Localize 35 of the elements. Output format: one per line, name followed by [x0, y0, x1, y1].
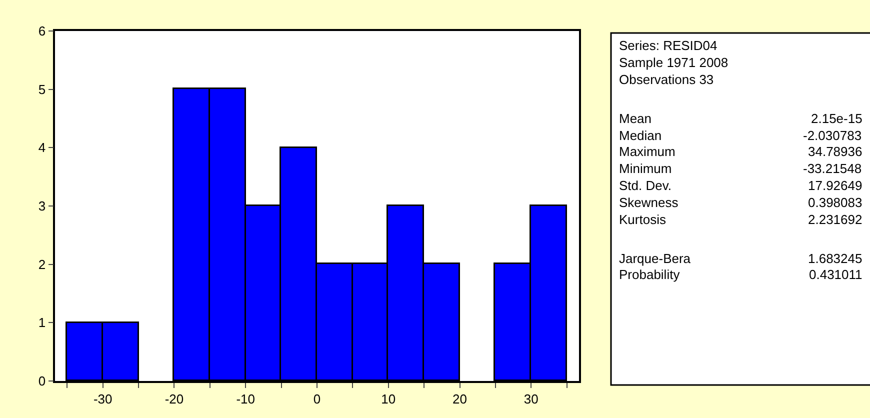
text: 17.92649 — [808, 178, 862, 193]
text: 1.683245 — [808, 251, 862, 266]
text: Jarque-Bera — [619, 251, 692, 266]
y-tick-label: 0 — [38, 374, 46, 389]
x-tick-label: -20 — [164, 391, 184, 406]
text: Probability — [619, 267, 680, 282]
text: Std. Dev. — [619, 178, 672, 193]
x-tick-label: -10 — [236, 391, 256, 406]
text: 2.231692 — [808, 212, 862, 227]
text: Skewness — [619, 195, 679, 210]
text: -2.030783 — [803, 128, 862, 143]
text: Mean — [619, 111, 652, 126]
y-tick-label: 4 — [38, 140, 46, 156]
text: 34.78936 — [808, 144, 862, 159]
text: -33.21548 — [803, 161, 862, 176]
y-tick-label: 5 — [38, 82, 46, 97]
x-tick-label: 10 — [381, 391, 396, 406]
text: Maximum — [619, 144, 676, 159]
text: Minimum — [619, 161, 672, 176]
text: 2.15e-15 — [811, 111, 862, 126]
y-tick-label: 6 — [38, 24, 46, 39]
y-tick-label: 2 — [38, 256, 46, 272]
text: 0.398083 — [808, 195, 862, 210]
x-tick-label: 20 — [452, 391, 468, 406]
text: Observations 33 — [619, 72, 714, 87]
text: 0.431011 — [809, 267, 862, 282]
y-tick-label: 1 — [38, 315, 46, 330]
text: Series: RESID04 — [619, 38, 718, 53]
x-tick-label: -30 — [93, 391, 112, 406]
text: Median — [619, 128, 662, 143]
x-tick-label: 30 — [524, 391, 538, 406]
y-tick-label: 3 — [38, 198, 46, 214]
text: Sample 1971 2008 — [619, 55, 728, 70]
text: Kurtosis — [619, 212, 666, 227]
x-tick-label: 0 — [313, 391, 321, 406]
